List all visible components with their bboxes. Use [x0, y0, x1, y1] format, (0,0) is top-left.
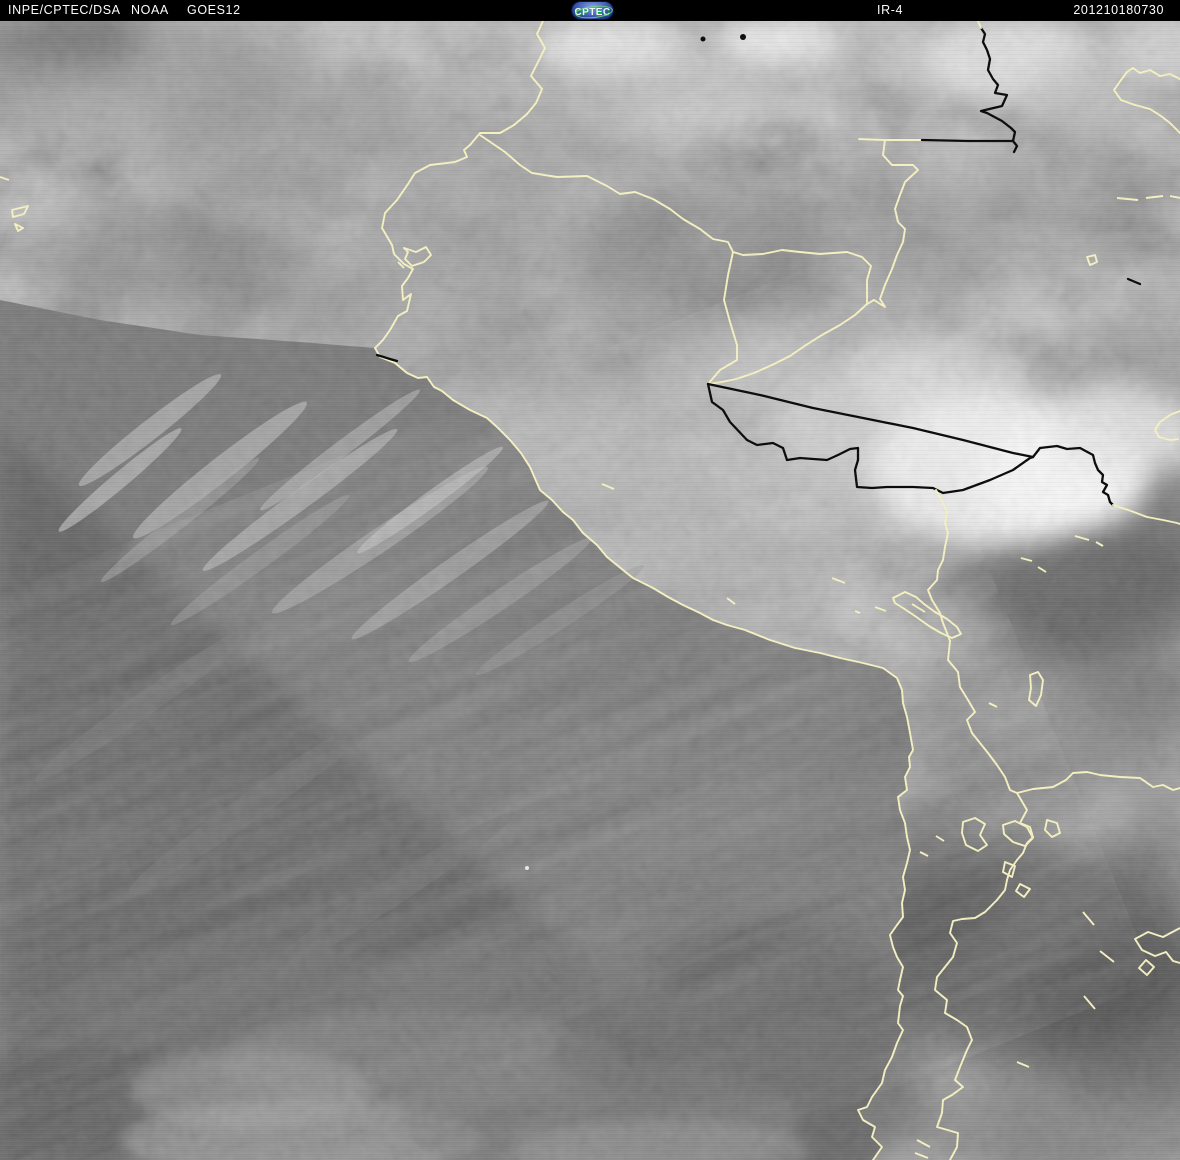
- cptec-logo: CPTEC: [571, 1, 614, 20]
- border-peru-bolivia: [927, 489, 951, 642]
- border-east-yellow-continuation: [1112, 504, 1180, 525]
- border-horizontal-yellow: [858, 138, 923, 141]
- channel-label: IR-4: [877, 3, 904, 17]
- border-paraguay-river: [1134, 927, 1180, 976]
- border-trapezoid-west: [707, 251, 738, 385]
- timestamp-label: 201210180730: [1073, 3, 1164, 17]
- border-northeast-hook: [1113, 67, 1180, 134]
- river-dashes-southeast: [914, 911, 1115, 1159]
- cloud-speck: [525, 866, 529, 870]
- guayaquil-gulf-outline: [397, 246, 432, 269]
- borders-overlay: [0, 21, 1180, 1160]
- border-hook-right: [1154, 410, 1180, 441]
- border-brazil-east-black: [1031, 444, 1115, 507]
- black-dash-northeast: [1126, 277, 1142, 286]
- island-outlines: [0, 176, 29, 232]
- border-horizontal-black: [920, 138, 1015, 143]
- lake-poopo-outline: [988, 671, 1044, 708]
- satellite-image: [0, 21, 1180, 1160]
- border-chile-argentina: [934, 792, 1034, 1160]
- border-putumayo-diagonal: [706, 382, 1035, 459]
- lake-titicaca-outline: [854, 591, 962, 639]
- river-north-tail: [1011, 139, 1019, 154]
- film-grain-noise: [0, 21, 1180, 1160]
- black-lake-dot-2: [740, 34, 746, 40]
- river-north-yellow-tip: [977, 21, 982, 29]
- border-titicaca-south: [947, 640, 1018, 794]
- black-lake-dot-1: [700, 36, 706, 42]
- satellite-label: GOES12: [187, 3, 241, 17]
- small-lake-dashes: [601, 483, 1104, 605]
- border-ecuador-colombia: [479, 134, 872, 305]
- cptec-logo-text: CPTEC: [574, 7, 611, 18]
- salt-flat-outlines: [919, 817, 1061, 898]
- operator-label: NOAA: [131, 3, 169, 17]
- border-bolivia-east: [1016, 771, 1180, 794]
- border-peru-brazil-black: [706, 382, 1035, 495]
- header-bar: INPE/CPTEC/DSA NOAA GOES12 CPTEC IR-4 20…: [0, 0, 1180, 21]
- agency-label: INPE/CPTEC/DSA: [8, 3, 121, 17]
- river-dashes-northeast: [1086, 195, 1180, 266]
- coastline-path: [374, 21, 914, 1160]
- border-colombia-brazil: [707, 139, 919, 385]
- coast-black-segment: [375, 353, 399, 363]
- river-north-black: [979, 26, 1017, 143]
